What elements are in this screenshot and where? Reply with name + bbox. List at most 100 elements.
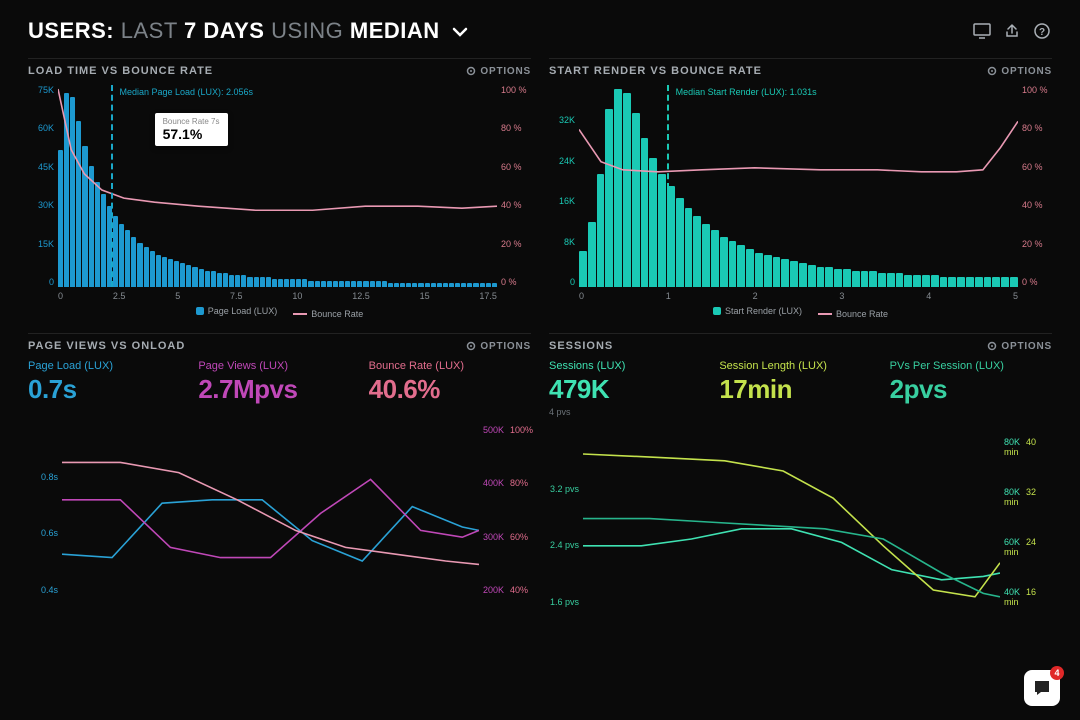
y-axis-left: 0.8s0.6s0.4s — [28, 425, 58, 595]
metric-value: 2pvs — [890, 374, 1052, 405]
panel-title: START RENDER VS BOUNCE RATE — [549, 65, 762, 77]
axis-tick: 0 — [549, 277, 575, 287]
metric: Page Views (LUX) 2.7Mpvs — [198, 360, 360, 405]
axis-tick: 0 % — [1022, 277, 1052, 287]
plot-area — [62, 425, 479, 595]
panel-title: SESSIONS — [549, 340, 613, 352]
axis-tick: 80K40 min — [1004, 437, 1052, 457]
lines-svg — [583, 437, 1000, 607]
options-label: OPTIONS — [480, 341, 531, 352]
x-axis: 02.557.51012.51517.5 — [58, 291, 497, 301]
axis-tick: 60 % — [501, 162, 531, 172]
share-icon[interactable] — [1002, 21, 1022, 41]
metrics-row: Sessions (LUX)479K4 pvsSession Length (L… — [549, 360, 1052, 417]
monitor-icon[interactable] — [972, 21, 992, 41]
panel-title: PAGE VIEWS VS ONLOAD — [28, 340, 185, 352]
legend-item: Start Render (LUX) — [713, 306, 802, 316]
chat-icon — [1032, 678, 1052, 698]
chart-start-render: 32K24K16K8K0 100 %80 %60 %40 %20 %0 % Me… — [549, 85, 1052, 315]
page-title[interactable]: USERS: LAST 7 DAYS USING MEDIAN — [28, 18, 468, 44]
metric-value: 479K — [549, 374, 711, 405]
axis-tick: 1 — [666, 291, 671, 301]
axis-tick: 24K — [549, 156, 575, 166]
options-button[interactable]: OPTIONS — [466, 66, 531, 77]
axis-tick: 0 — [28, 277, 54, 287]
axis-tick: 7.5 — [230, 291, 243, 301]
svg-text:?: ? — [1039, 27, 1045, 38]
axis-tick: 300K60% — [483, 532, 531, 542]
axis-tick: 2.4 pvs — [549, 540, 579, 550]
help-icon[interactable]: ? — [1032, 21, 1052, 41]
metric: Sessions (LUX)479K4 pvs — [549, 360, 711, 417]
panel-sessions: SESSIONS OPTIONS Sessions (LUX)479K4 pvs… — [549, 333, 1052, 607]
notification-badge: 4 — [1050, 666, 1064, 680]
title-days: 7 DAYS — [184, 18, 264, 43]
lines-svg — [62, 425, 479, 595]
metric-value: 0.7s — [28, 374, 190, 405]
panel-title: LOAD TIME VS BOUNCE RATE — [28, 65, 213, 77]
axis-tick: 60 % — [1022, 162, 1052, 172]
y-axis-right: 500K100% 400K80% 300K60% 200K40% — [483, 425, 531, 595]
plot-area: Median Page Load (LUX): 2.056s Bounce Ra… — [58, 85, 497, 287]
axis-tick: 60K24 min — [1004, 537, 1052, 557]
axis-tick: 20 % — [501, 239, 531, 249]
title-last: LAST — [121, 18, 178, 43]
metric-value: 40.6% — [369, 374, 531, 405]
metric-label: Page Views (LUX) — [198, 360, 360, 372]
axis-tick: 4 — [926, 291, 931, 301]
chart-load-bounce: 75K60K45K30K15K0 100 %80 %60 %40 %20 %0 … — [28, 85, 531, 315]
x-axis: 012345 — [579, 291, 1018, 301]
legend: Page Load (LUX)Bounce Rate — [28, 306, 531, 319]
tooltip: Bounce Rate 7s 57.1% — [155, 113, 228, 146]
metric-label: Session Length (LUX) — [719, 360, 881, 372]
axis-tick: 15K — [28, 239, 54, 249]
top-bar: USERS: LAST 7 DAYS USING MEDIAN ? — [28, 18, 1052, 44]
metric: Page Load (LUX) 0.7s — [28, 360, 190, 405]
title-users: USERS: — [28, 18, 114, 43]
axis-tick: 17.5 — [479, 291, 497, 301]
metric: Bounce Rate (LUX)40.6% — [369, 360, 531, 405]
axis-tick: 100 % — [1022, 85, 1052, 95]
axis-tick: 8K — [549, 237, 575, 247]
axis-tick: 3 — [839, 291, 844, 301]
axis-tick: 0.4s — [28, 585, 58, 595]
metrics-row: Page Load (LUX) 0.7s Page Views (LUX) 2.7Mp… — [28, 360, 531, 405]
median-label: Median Start Render (LUX): 1.031s — [676, 87, 817, 97]
title-using: USING — [271, 18, 343, 43]
metric-label: Sessions (LUX) — [549, 360, 711, 372]
tooltip-value: 57.1% — [163, 126, 220, 142]
tooltip-title: Bounce Rate 7s — [163, 117, 220, 126]
options-label: OPTIONS — [1001, 341, 1052, 352]
options-label: OPTIONS — [480, 66, 531, 77]
metric-label: Page Load (LUX) — [28, 360, 190, 372]
axis-tick: 60K — [28, 123, 54, 133]
axis-tick: 0 — [58, 291, 63, 301]
panel-load-bounce: LOAD TIME VS BOUNCE RATE OPTIONS 75K 60K 4… — [28, 58, 531, 315]
median-line — [667, 85, 669, 287]
axis-tick: 75K — [28, 85, 54, 95]
y-axis-right: 80K40 min80K32 min60K24 min40K16 min — [1004, 437, 1052, 607]
axis-tick: 500K100% — [483, 425, 531, 435]
chat-button[interactable]: 4 — [1024, 670, 1060, 706]
metric-value: 2.7Mpvs — [198, 374, 360, 405]
y-axis-left: 75K60K45K30K15K0 — [28, 85, 54, 287]
axis-tick: 100 % — [501, 85, 531, 95]
chevron-down-icon[interactable] — [452, 18, 468, 44]
axis-tick: 16K — [549, 196, 575, 206]
axis-tick: 32K — [549, 115, 575, 125]
bounce-line — [579, 85, 1018, 287]
options-button[interactable]: OPTIONS — [466, 341, 531, 352]
options-button[interactable]: OPTIONS — [987, 66, 1052, 77]
plot-area: Median Start Render (LUX): 1.031s — [579, 85, 1018, 287]
top-icon-group: ? — [972, 21, 1052, 41]
legend-item: Page Load (LUX) — [196, 306, 278, 316]
axis-tick: 2.5 — [113, 291, 126, 301]
y-axis-left: 32K 24K 16K 8K 0 — [549, 85, 575, 287]
axis-tick: 40 % — [501, 200, 531, 210]
axis-tick: 400K80% — [483, 478, 531, 488]
y-axis-left: 3.2 pvs2.4 pvs1.6 pvs — [549, 437, 579, 607]
axis-tick: 200K40% — [483, 585, 531, 595]
options-button[interactable]: OPTIONS — [987, 341, 1052, 352]
axis-tick: 20 % — [1022, 239, 1052, 249]
axis-tick: 0 — [579, 291, 584, 301]
